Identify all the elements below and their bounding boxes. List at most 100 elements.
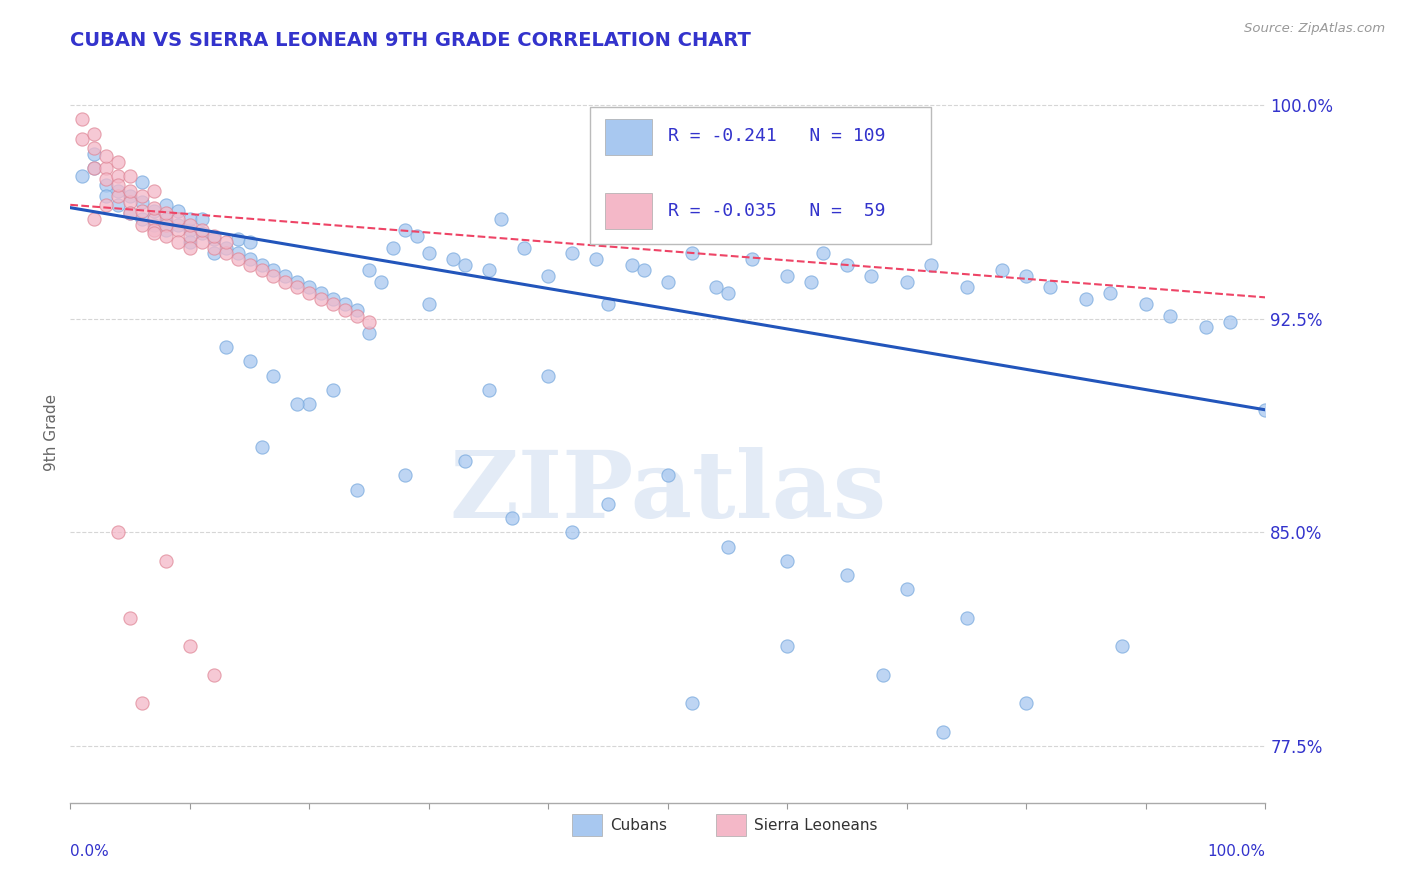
Point bbox=[740, 252, 762, 266]
Point bbox=[489, 212, 512, 227]
Point bbox=[1015, 268, 1038, 283]
Point bbox=[96, 161, 117, 175]
Point bbox=[179, 241, 201, 255]
Point bbox=[107, 169, 129, 184]
Point bbox=[131, 203, 153, 218]
Point bbox=[896, 275, 918, 289]
Point bbox=[1076, 292, 1098, 306]
Point bbox=[346, 483, 368, 497]
Point bbox=[478, 263, 501, 277]
Text: 100.0%: 100.0% bbox=[1208, 844, 1265, 858]
Point bbox=[287, 280, 309, 294]
Text: 0.0%: 0.0% bbox=[70, 844, 110, 858]
Point bbox=[191, 223, 214, 237]
Point bbox=[287, 397, 309, 411]
Point bbox=[155, 198, 177, 212]
Point bbox=[155, 206, 177, 220]
Point bbox=[202, 241, 225, 255]
Point bbox=[837, 258, 859, 272]
Point bbox=[202, 667, 225, 681]
Point bbox=[120, 206, 141, 220]
Point bbox=[274, 268, 297, 283]
Point bbox=[1099, 286, 1122, 301]
Point bbox=[478, 383, 501, 397]
Point bbox=[633, 263, 655, 277]
Point bbox=[131, 218, 153, 232]
Point bbox=[681, 246, 703, 260]
Point bbox=[83, 146, 105, 161]
Point bbox=[1218, 314, 1241, 328]
Point bbox=[143, 201, 166, 215]
Text: Cubans: Cubans bbox=[610, 817, 668, 832]
Point bbox=[322, 383, 344, 397]
Point bbox=[298, 280, 321, 294]
Point bbox=[561, 246, 583, 260]
Point bbox=[309, 292, 333, 306]
Point bbox=[143, 218, 166, 232]
Point bbox=[179, 235, 201, 249]
Point bbox=[298, 397, 321, 411]
Point bbox=[202, 229, 225, 244]
Point bbox=[179, 229, 201, 244]
Point bbox=[956, 611, 979, 625]
Point bbox=[96, 198, 117, 212]
Point bbox=[394, 468, 416, 483]
Point bbox=[370, 275, 392, 289]
Text: R = -0.241   N = 109: R = -0.241 N = 109 bbox=[668, 128, 886, 145]
Point bbox=[191, 212, 214, 227]
Point bbox=[107, 178, 129, 192]
Point bbox=[214, 246, 236, 260]
Point bbox=[322, 297, 344, 311]
Point bbox=[441, 252, 464, 266]
Point bbox=[274, 275, 297, 289]
Point bbox=[131, 175, 153, 189]
Point bbox=[598, 497, 620, 511]
Point bbox=[250, 258, 273, 272]
Point bbox=[96, 189, 117, 203]
Point bbox=[179, 223, 201, 237]
Point bbox=[166, 212, 188, 227]
Point bbox=[872, 667, 894, 681]
Point bbox=[346, 303, 368, 318]
Point bbox=[107, 184, 129, 198]
Point bbox=[1254, 402, 1277, 417]
Point bbox=[263, 368, 285, 383]
Point bbox=[155, 218, 177, 232]
Text: Sierra Leoneans: Sierra Leoneans bbox=[754, 817, 877, 832]
FancyBboxPatch shape bbox=[572, 814, 602, 836]
Point bbox=[800, 275, 823, 289]
FancyBboxPatch shape bbox=[716, 814, 745, 836]
Point bbox=[956, 280, 979, 294]
Point bbox=[107, 155, 129, 169]
Point bbox=[335, 303, 357, 318]
Point bbox=[1111, 639, 1133, 653]
Point bbox=[561, 525, 583, 540]
Point bbox=[191, 227, 214, 241]
Point bbox=[896, 582, 918, 597]
Point bbox=[537, 368, 560, 383]
Point bbox=[120, 194, 141, 209]
Y-axis label: 9th Grade: 9th Grade bbox=[44, 394, 59, 471]
Point bbox=[1039, 280, 1062, 294]
Point bbox=[120, 189, 141, 203]
Point bbox=[131, 696, 153, 710]
Point bbox=[70, 132, 93, 146]
Point bbox=[309, 286, 333, 301]
Point bbox=[155, 212, 177, 227]
Point bbox=[70, 169, 93, 184]
Point bbox=[454, 258, 477, 272]
Point bbox=[406, 229, 429, 244]
Point bbox=[657, 275, 679, 289]
Point bbox=[226, 246, 249, 260]
Point bbox=[418, 246, 440, 260]
Point bbox=[202, 246, 225, 260]
Point bbox=[155, 229, 177, 244]
Point bbox=[776, 268, 799, 283]
Point bbox=[454, 454, 477, 468]
Point bbox=[96, 149, 117, 163]
Point bbox=[1159, 309, 1181, 323]
Point bbox=[131, 194, 153, 209]
Point bbox=[263, 268, 285, 283]
Point bbox=[166, 223, 188, 237]
Point bbox=[226, 232, 249, 246]
